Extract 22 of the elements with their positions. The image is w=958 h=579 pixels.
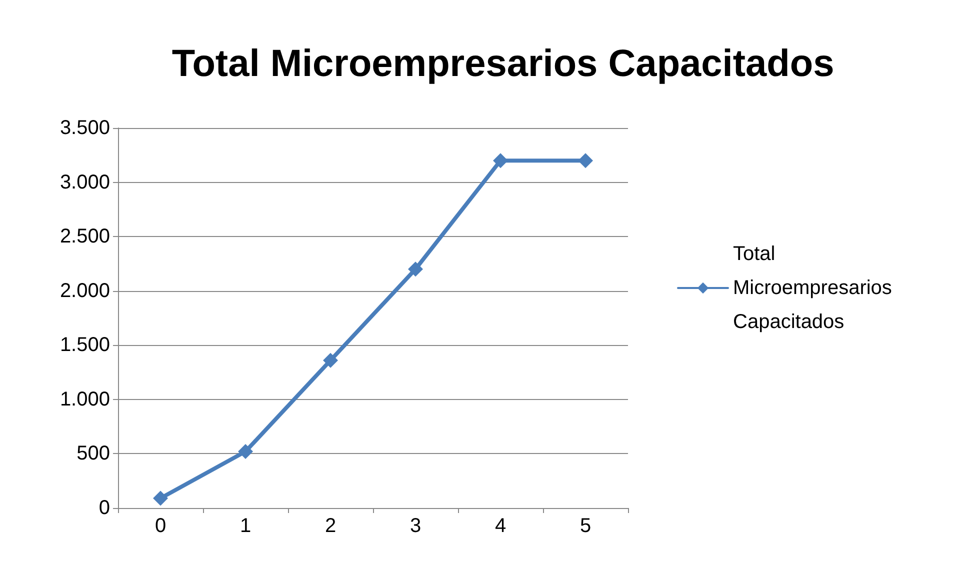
x-tick-label: 5 xyxy=(580,515,592,537)
y-tick-label: 2.500 xyxy=(60,226,110,248)
x-tick-label: 3 xyxy=(410,515,422,537)
y-tick-label: 500 xyxy=(76,442,110,465)
y-tick-label: 3.000 xyxy=(60,171,110,194)
point xyxy=(408,262,423,277)
y-tick-label: 3.500 xyxy=(60,117,110,139)
x-tick-label: 1 xyxy=(240,515,252,537)
point xyxy=(323,352,338,368)
point xyxy=(238,444,253,460)
y-tick-label: 0 xyxy=(98,497,110,519)
point xyxy=(578,153,593,168)
x-tick-label: 2 xyxy=(324,515,336,537)
point xyxy=(153,490,168,506)
point xyxy=(493,153,508,168)
x-tick-label: 0 xyxy=(154,515,166,537)
x-tick-label: 4 xyxy=(494,515,506,537)
y-tick-label: 1.000 xyxy=(60,388,110,410)
legend-label: Total Microempresarios Capacitados xyxy=(733,243,898,333)
y-tick-label: 2.000 xyxy=(60,280,110,302)
chart-title: Total Microempresarios Capacitados xyxy=(172,43,834,85)
y-tick-label: 1.500 xyxy=(60,334,110,356)
